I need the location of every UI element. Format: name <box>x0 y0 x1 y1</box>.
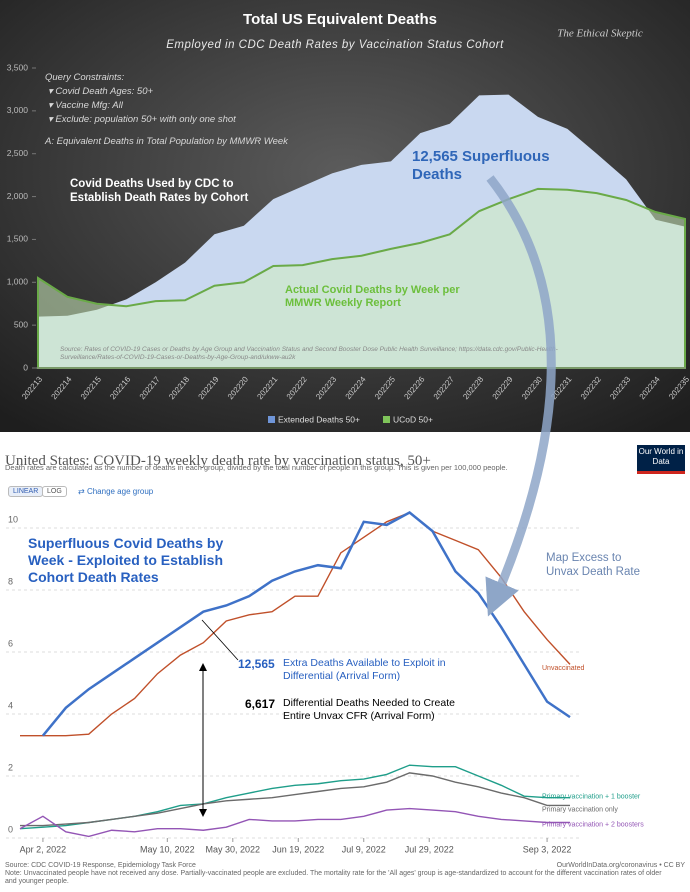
scale-button[interactable]: LOG <box>42 486 67 497</box>
legend-swatch <box>268 416 275 423</box>
scale-button[interactable]: LINEAR <box>8 486 44 497</box>
series-label: Unvaccinated <box>542 665 585 672</box>
chart-background <box>0 434 690 892</box>
y-tick-label: 1,500 <box>7 234 29 244</box>
watermark: The Ethical Skeptic <box>557 28 643 40</box>
annotation: 12,565 Superfluous Deaths <box>412 148 550 183</box>
y-tick-label: 1,000 <box>7 277 29 287</box>
source: Source: CDC COVID-19 Response, Epidemiol… <box>5 862 196 869</box>
x-tick-label: Apr 2, 2022 <box>20 844 67 854</box>
y-tick-label: 8 <box>8 576 13 586</box>
annotation: Exclude: population 50+ with only one sh… <box>48 114 235 125</box>
x-tick-label: Jul 29, 2022 <box>405 844 454 854</box>
x-tick-label: May 10, 2022 <box>140 844 195 854</box>
y-tick-label: 3,000 <box>7 105 29 115</box>
annotation: 12,565 <box>238 657 275 671</box>
chart-title: United States: COVID-19 weekly death rat… <box>5 453 431 469</box>
series-label: Primary vaccination only <box>542 806 618 813</box>
chart-subtitle: Employed in CDC Death Rates by Vaccinati… <box>166 39 504 51</box>
annotation: Map Excess to Unvax Death Rate <box>546 552 640 578</box>
y-tick-label: 2,500 <box>7 148 29 158</box>
age-group-link[interactable]: ⇄ Change age group <box>78 487 153 497</box>
annotation: Vaccine Mfg: All <box>48 100 122 111</box>
annotation: Covid Death Ages: 50+ <box>48 86 153 97</box>
link-icon: ⇄ <box>78 487 87 496</box>
line <box>19 807 570 838</box>
chart-title: Total US Equivalent Deaths <box>243 11 437 28</box>
x-tick-label: Sep 3, 2022 <box>523 844 572 854</box>
y-tick-label: 6 <box>8 638 13 648</box>
legend-swatch <box>383 416 390 423</box>
annotation: 6,617 <box>245 697 276 711</box>
legend-label: UCoD 50+ <box>393 414 433 424</box>
line <box>20 772 570 827</box>
line <box>20 511 571 737</box>
y-tick-label: 4 <box>8 700 13 710</box>
logo: Our World in Data <box>637 445 685 474</box>
line <box>41 511 571 737</box>
y-tick-label: 0 <box>23 362 28 372</box>
annotation: Query Constraints: <box>45 72 125 83</box>
annotation: Superfluous Covid Deaths by Week - Explo… <box>28 535 224 585</box>
y-tick-label: 10 <box>8 514 18 524</box>
x-tick-label: May 30, 2022 <box>206 844 261 854</box>
annotation: Differential Deaths Needed to Create Ent… <box>283 697 455 722</box>
legend-label: Extended Deaths 50+ <box>278 414 360 424</box>
annotation: Covid Deaths Used by CDC to Establish De… <box>70 178 249 204</box>
y-tick-label: 500 <box>14 319 28 329</box>
credit: OurWorldInData.org/coronavirus • CC BY <box>556 862 685 869</box>
y-tick-label: 2,000 <box>7 191 29 201</box>
chart-subtitle: Death rates are calculated as the number… <box>5 463 508 472</box>
note: Note: Unvaccinated people have not recei… <box>5 870 662 886</box>
series-label: Primary vaccination + 1 booster <box>542 794 641 801</box>
source: Source: Rates of COVID-19 Cases or Death… <box>60 346 558 361</box>
y-tick-label: 0 <box>8 824 13 834</box>
x-tick-label: Jun 19, 2022 <box>272 844 324 854</box>
annotation: A: Equivalent Deaths in Total Population… <box>45 136 288 147</box>
annotation: Extra Deaths Available to Exploit in Dif… <box>283 657 446 682</box>
x-tick-label: Jul 9, 2022 <box>342 844 386 854</box>
y-tick-label: 2 <box>8 762 13 772</box>
annotation: Actual Covid Deaths by Week per MMWR Wee… <box>285 284 460 310</box>
y-tick-label: 3,500 <box>7 62 29 72</box>
link-text[interactable]: Change age group <box>86 487 154 496</box>
series-label: Primary vaccination + 2 boosters <box>542 821 644 828</box>
